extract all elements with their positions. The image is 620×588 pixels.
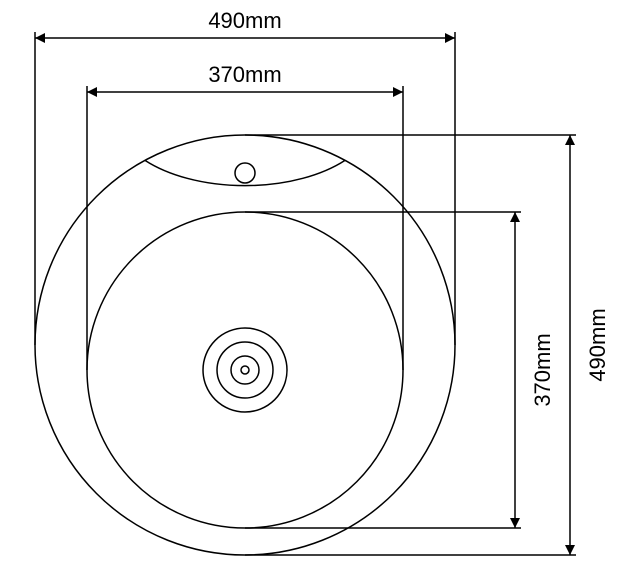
dim-inner-height-label: 370mm — [530, 333, 556, 406]
dim-inner-width-label: 370mm — [208, 62, 281, 88]
sink-dimension-diagram: 490mm 370mm 490mm 370mm — [0, 0, 620, 588]
drawing-svg — [0, 0, 620, 588]
dim-outer-height-label: 490mm — [585, 308, 611, 381]
dim-outer-width-label: 490mm — [208, 8, 281, 34]
